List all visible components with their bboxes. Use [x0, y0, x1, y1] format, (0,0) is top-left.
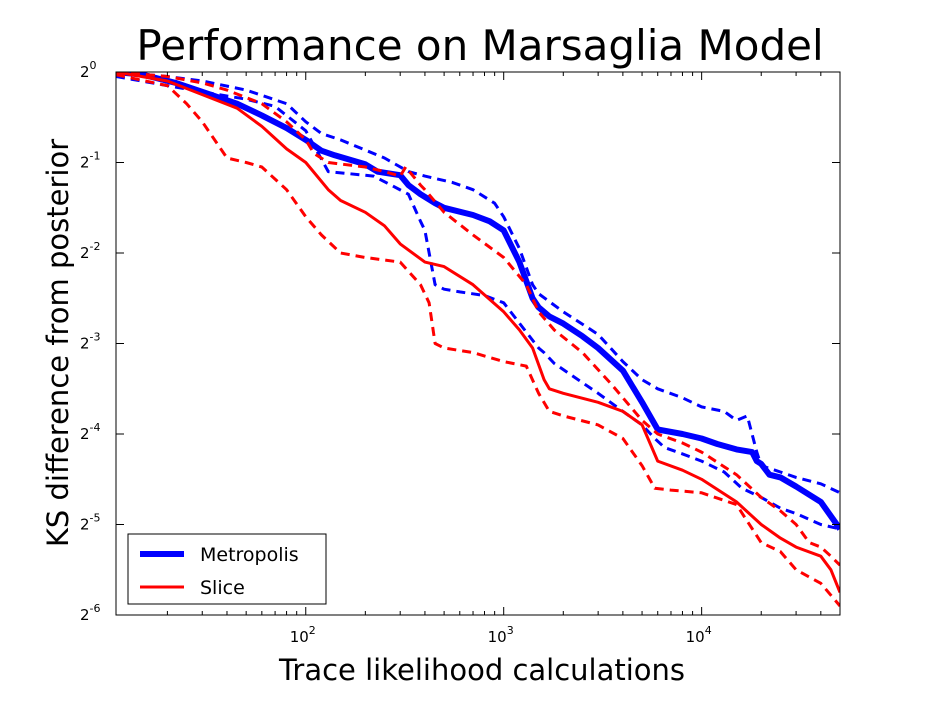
tick-layer: 102 103 104 20 2-1 2-2 2-3 2-4 2-5 2-6	[80, 59, 840, 646]
legend-label-metropolis: Metropolis	[200, 544, 299, 566]
x-tick-label: 103	[488, 624, 514, 646]
y-tick-label: 20	[80, 59, 97, 81]
metropolis-upper-bound-line	[116, 72, 840, 495]
series-layer	[116, 72, 840, 607]
legend: Metropolis Slice	[127, 533, 327, 605]
chart-title: Performance on Marsaglia Model	[136, 21, 823, 70]
metropolis-lower-bound-line	[116, 75, 840, 531]
x-axis-label: Trace likelihood calculations	[278, 653, 685, 687]
x-tick-label: 104	[686, 624, 712, 646]
y-tick-label: 2-2	[80, 240, 101, 262]
legend-box	[127, 533, 327, 605]
y-tick-label: 2-1	[80, 150, 101, 172]
slice-line	[116, 72, 840, 593]
y-axis-label: KS difference from posterior	[41, 139, 75, 547]
y-tick-label: 2-3	[80, 331, 101, 353]
y-tick-label: 2-4	[80, 421, 101, 443]
legend-label-slice: Slice	[200, 577, 245, 599]
y-tick-label: 2-5	[80, 512, 101, 534]
slice-upper-bound-line	[116, 72, 840, 567]
y-tick-label: 2-6	[80, 602, 101, 624]
x-tick-label: 102	[290, 624, 316, 646]
